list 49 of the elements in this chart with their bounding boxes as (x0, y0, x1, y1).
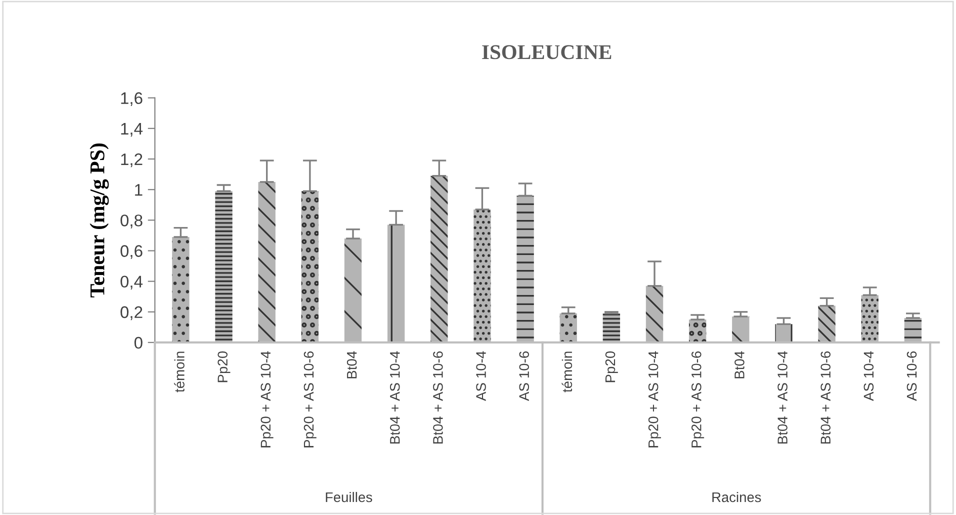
x-tick-label: AS 10-6 (906, 351, 917, 401)
y-tick-label: 0,6 (120, 245, 142, 259)
x-tick-label: AS 10-6 (519, 351, 530, 401)
x-tick-label: Bt04 + AS 10-6 (820, 351, 831, 444)
x-tick-label: Bt04 + AS 10-4 (778, 351, 788, 444)
y-tick-label: 1 (135, 184, 142, 196)
bar (688, 320, 706, 342)
bar (172, 236, 190, 342)
x-tick-label: AS 10-4 (864, 351, 874, 401)
chart-title: ISOLEUCINE (482, 45, 612, 60)
bar (818, 306, 836, 342)
x-tick-label: Bt04 (346, 351, 357, 378)
bar (516, 196, 534, 342)
bar (560, 313, 577, 342)
text: Racines (712, 492, 761, 502)
bar (258, 182, 276, 342)
bar (430, 176, 448, 342)
bar (387, 224, 405, 342)
text: Feuilles (326, 492, 372, 502)
x-tick-label: Pp20 + AS 10-4 (648, 351, 661, 448)
x-tick-label: témoin (562, 352, 572, 392)
x-tick-label: Pp20 + AS 10-6 (691, 351, 704, 448)
bar (215, 191, 232, 342)
x-tick-label: Bt04 + AS 10-6 (433, 351, 443, 444)
bar (301, 191, 319, 342)
x-tick-label: Pp20 (605, 351, 618, 382)
bar (344, 238, 362, 342)
x-tick-label: Bt04 + AS 10-4 (390, 351, 400, 444)
bar (904, 318, 922, 342)
y-tick-label: 0,2 (120, 306, 142, 320)
bar (861, 295, 878, 342)
y-tick-label: 0 (134, 336, 142, 349)
bar (646, 286, 664, 342)
y-axis-title: Teneur (mg/g PS) (90, 144, 109, 298)
bar (602, 313, 620, 342)
x-tick-label: Pp20 + AS 10-6 (304, 351, 316, 448)
x-tick-label: Bt04 (734, 351, 744, 378)
y-tick-label: 0,4 (120, 276, 143, 290)
bar (775, 324, 792, 342)
bar (732, 316, 750, 342)
bar (474, 209, 491, 342)
y-tick-label: 1,6 (121, 92, 142, 106)
y-tick-label: 1,4 (121, 123, 143, 137)
x-tick-label: AS 10-4 (476, 351, 486, 401)
y-tick-label: 0,8 (120, 214, 142, 228)
x-tick-label: Pp20 + AS 10-4 (260, 351, 274, 448)
y-tick-label: 1,2 (121, 153, 142, 168)
x-tick-label: Pp20 (218, 351, 230, 382)
x-tick-label: témoin (174, 352, 184, 392)
